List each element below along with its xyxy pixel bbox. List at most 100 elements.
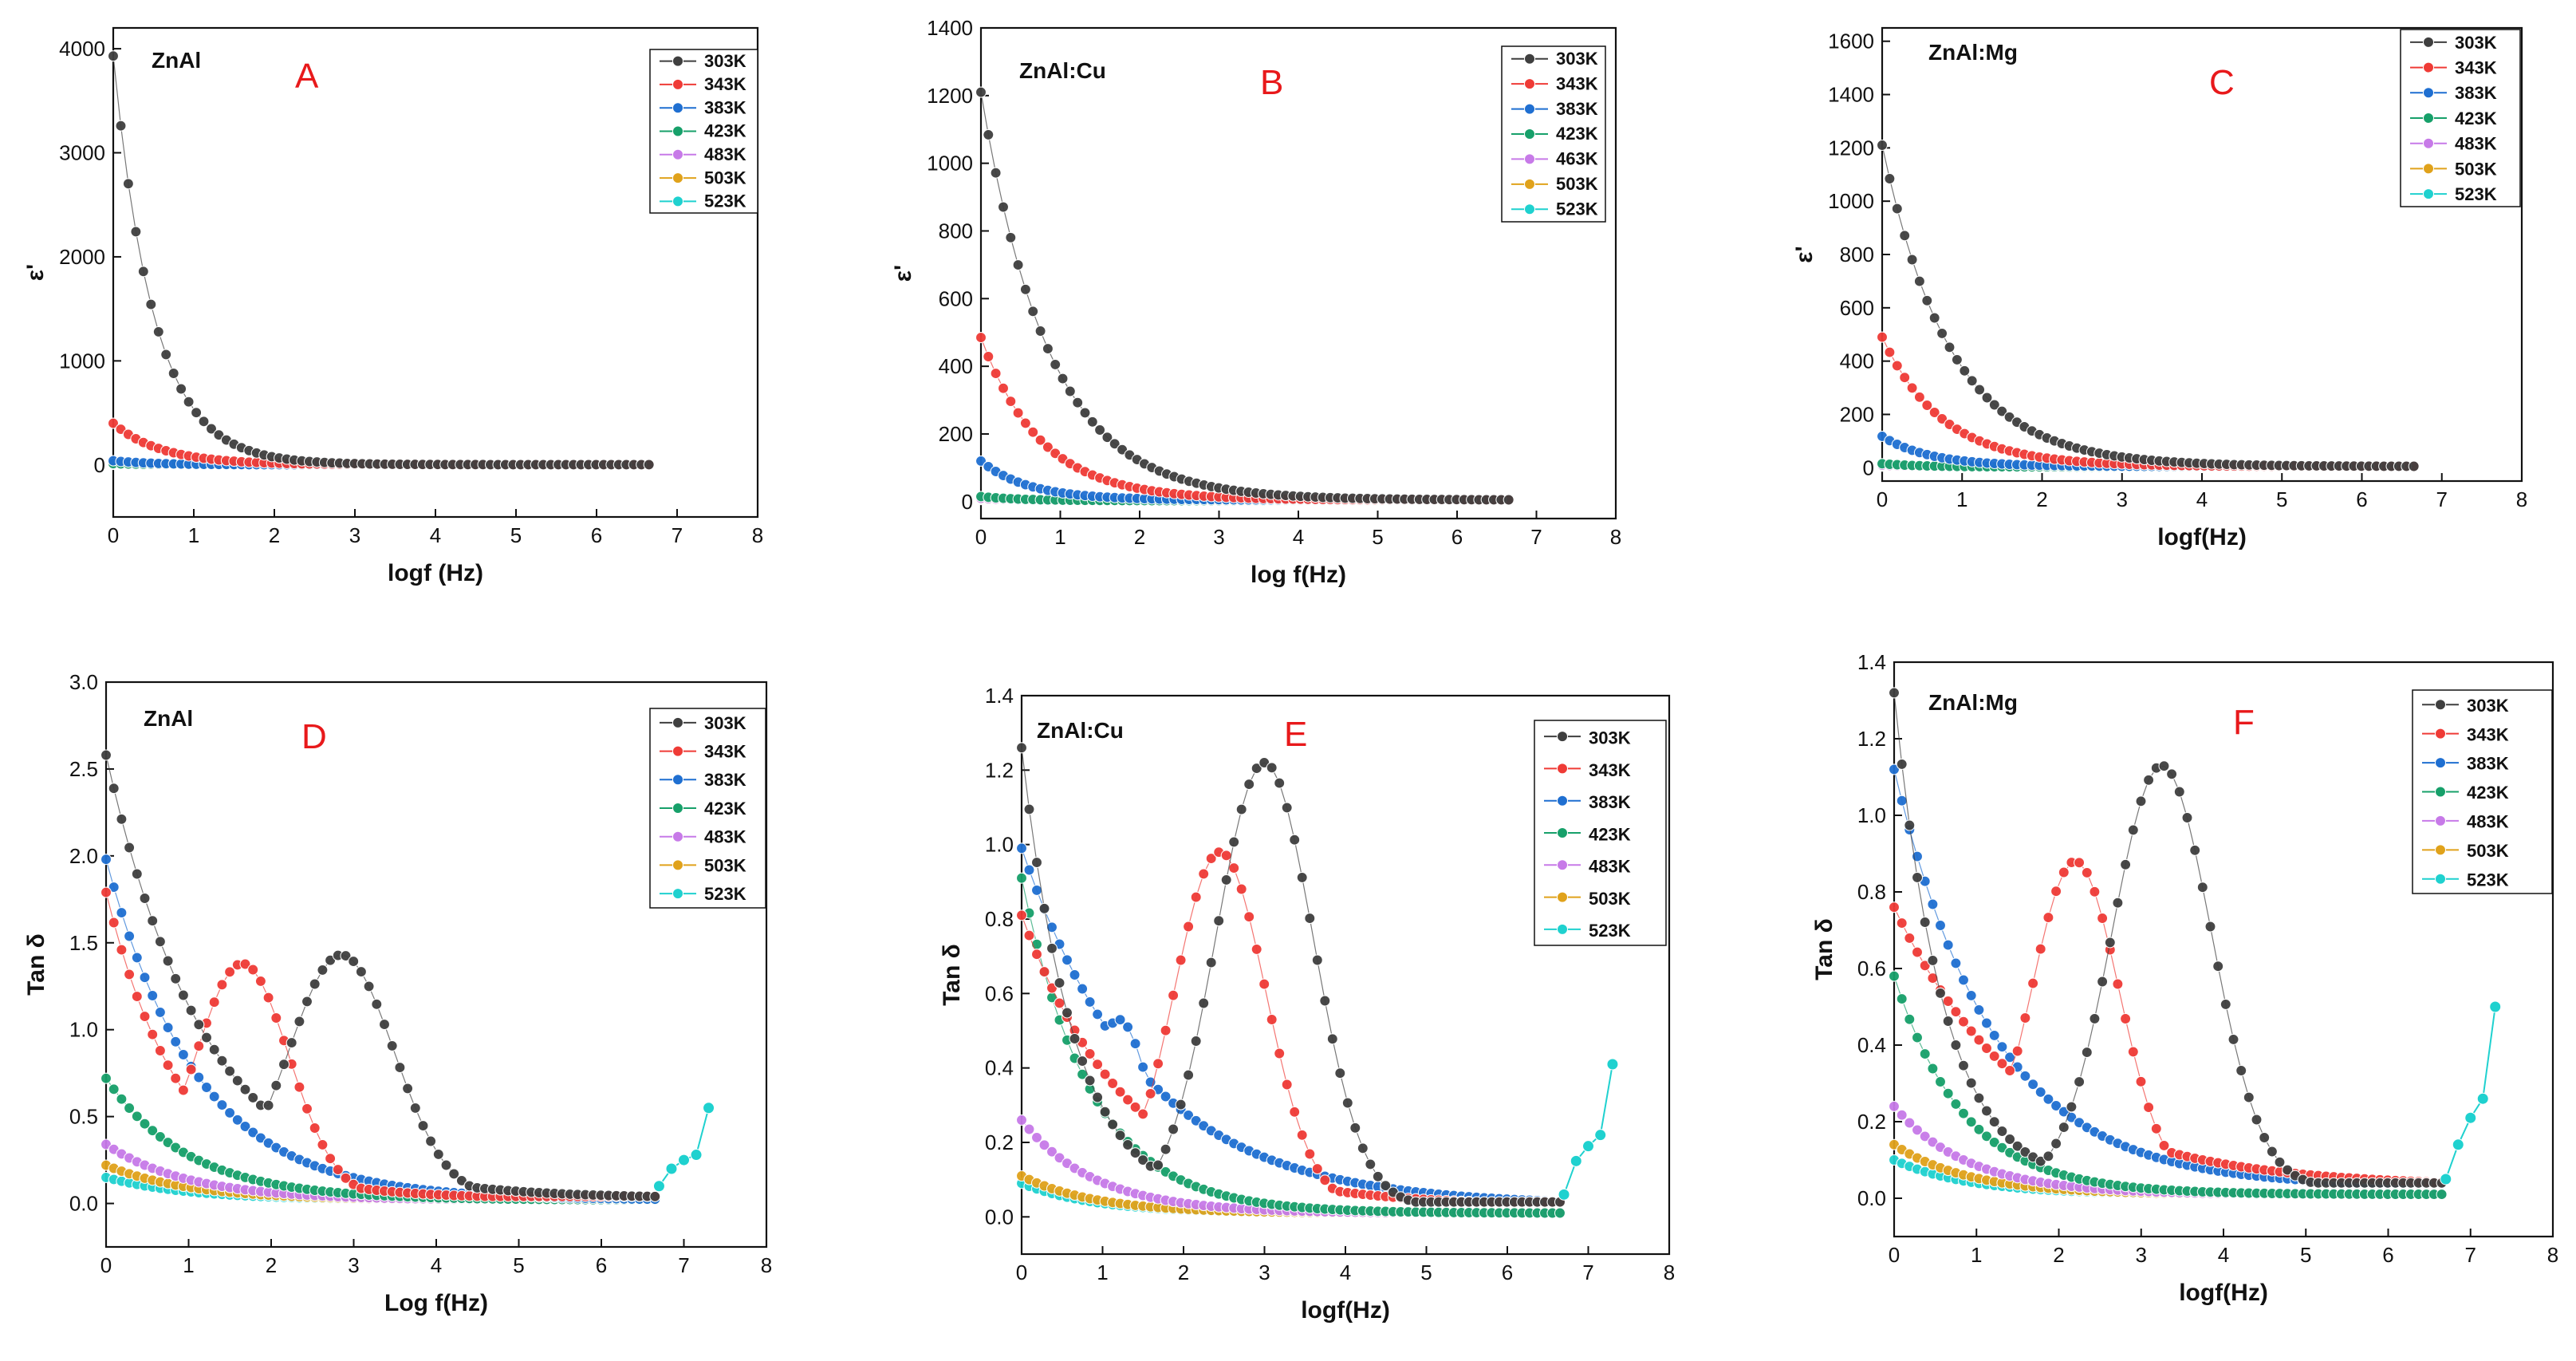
series-343K [1888,857,2448,1189]
y-tick-label: 0.2 [985,1130,1014,1154]
data-point [1266,762,1278,774]
panel-letter: A [295,57,319,96]
data-point [270,1012,282,1024]
data-point [1030,949,1043,961]
legend-marker [2435,873,2446,885]
data-point [1023,803,1035,815]
tail-point [1594,1129,1607,1142]
series-line [1881,337,2414,467]
data-point [131,952,143,964]
data-point [1012,407,1024,419]
data-point [1911,871,1924,883]
data-point [2436,1189,2448,1201]
legend-label: 423K [2455,108,2497,128]
data-point [177,1048,189,1061]
data-point [1942,1015,1954,1028]
legend-label: 383K [1589,792,1631,812]
data-point [1198,997,1210,1009]
legend: 303K 343K 383K 423K 483K 503K 523K [649,708,766,909]
data-point [1015,872,1028,884]
x-tick-label: 0 [100,1253,112,1277]
data-point [2019,1070,2031,1082]
data-point [1251,943,1262,955]
x-tick-label: 1 [1097,1260,1108,1284]
data-point [154,1044,166,1057]
data-point [440,1159,452,1171]
data-point [2004,1064,2016,1077]
data-point [200,1081,213,1094]
legend-label: 503K [704,168,746,187]
legend-item: 383K [1511,99,1598,119]
legend-item: 423K [2410,108,2497,128]
x-tick-label: 1 [1956,487,1967,511]
data-point [1042,343,1054,355]
y-tick-label: 1.4 [1857,650,1886,674]
y-tick-label: 2000 [59,245,105,269]
series-tail [652,1102,715,1193]
data-point [1061,954,1073,966]
data-point [1876,331,1889,343]
data-point [1281,1079,1293,1091]
legend-label: 383K [704,770,746,790]
data-point [1951,353,1963,365]
tail-point [2452,1138,2464,1151]
y-tick-label: 1.0 [1857,803,1886,827]
tail-point [1558,1188,1570,1201]
x-tick-label: 3 [2136,1243,2147,1267]
data-point [1357,1142,1369,1154]
data-point [1904,932,1916,944]
data-point [1950,1039,1962,1051]
data-point [1064,385,1076,397]
legend-label: 303K [704,713,746,733]
chart-panel-C: 0 1 2 3 4 5 6 7 8 0 200 400 600 800 1000 1200 1400 1600 lo… [1791,26,2527,550]
x-tick-label: 7 [1530,525,1542,549]
tail-point [652,1180,665,1193]
data-point [371,998,383,1010]
data-point [997,382,1010,394]
data-point [432,1148,444,1160]
data-point [1050,358,1062,370]
series-303K [975,86,1514,506]
legend-label: 423K [2467,783,2509,803]
legend-item: 503K [2410,159,2497,179]
y-tick-label: 0.4 [1857,1033,1886,1057]
data-point [1220,874,1232,886]
data-point [1152,1058,1164,1070]
data-point [1038,966,1050,978]
data-point [1372,1170,1384,1182]
panel-letter: B [1260,63,1283,102]
x-tick-label: 7 [678,1253,689,1277]
series-line [105,755,656,1197]
data-point [1934,987,1947,999]
x-tick-label: 0 [1877,487,1888,511]
legend-marker [1524,128,1535,140]
data-point [124,1102,136,1114]
data-point [1950,957,1962,969]
data-point [116,813,128,825]
data-point [1160,1143,1172,1155]
y-tick-label: 1.2 [985,758,1014,782]
data-point [1168,989,1180,1001]
data-point [378,1019,391,1031]
data-point [1341,1097,1353,1109]
data-point [1027,306,1039,318]
legend-label: 463K [1556,149,1598,169]
data-point [1258,978,1270,990]
data-point [1107,1077,1119,1090]
legend-marker [1557,763,1568,775]
x-tick-label: 2 [2053,1243,2064,1267]
data-point [1289,1106,1301,1118]
data-point [1023,1123,1035,1135]
data-point [100,1072,112,1084]
data-point [2066,1101,2078,1113]
legend-label: 503K [704,855,746,875]
legend-label: 343K [2467,724,2509,744]
data-point [131,991,143,1003]
y-tick-label: 0.6 [985,981,1014,1005]
y-tick-label: 0.2 [1857,1110,1886,1134]
chart-panel-B: 0 1 2 3 4 5 6 7 8 0 200 400 600 800 1000 1200 1400 log f(… [890,16,1621,588]
y-tick-label: 1.4 [985,684,1014,708]
x-tick-label: 5 [1372,525,1383,549]
legend-marker [672,774,683,786]
legend-item: 523K [2410,184,2497,204]
